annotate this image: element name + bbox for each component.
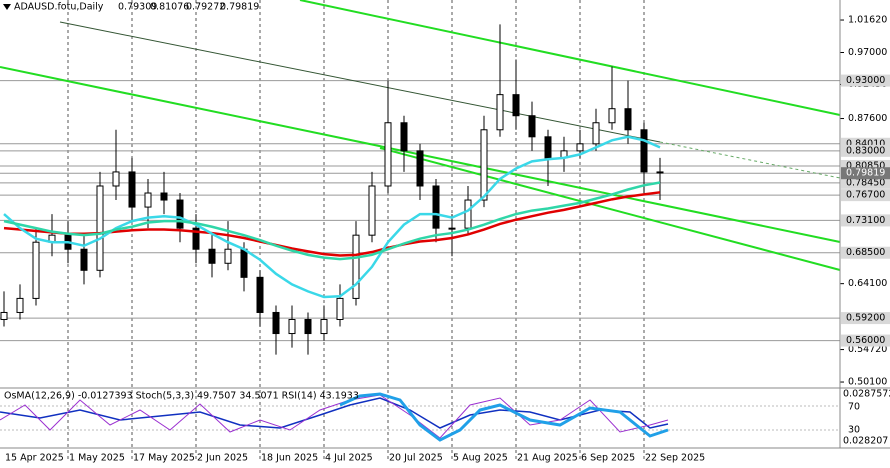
candle-body	[496, 94, 504, 131]
level-label-box	[841, 246, 890, 259]
y-tick-label: 1.01620	[848, 15, 887, 26]
level-label-box	[841, 74, 890, 87]
candle-body	[288, 318, 296, 335]
candle-body	[368, 185, 376, 236]
level-label-box	[841, 167, 890, 180]
osc-histogram	[339, 392, 669, 442]
candle-body	[192, 227, 200, 250]
candle-body	[96, 185, 104, 271]
osc-axis-label: 70	[848, 402, 860, 413]
candle-body	[240, 248, 248, 278]
candle-body	[640, 129, 648, 173]
candle-body	[304, 318, 312, 335]
candle-body	[384, 122, 392, 187]
y-tick-label: 0.64100	[848, 278, 887, 289]
candle-body	[0, 311, 8, 320]
level-label: 0.84010	[846, 138, 885, 149]
candle-body	[224, 248, 232, 264]
high: 0.81076	[150, 2, 189, 13]
candle-body	[320, 318, 328, 335]
low: 0.79272	[186, 2, 225, 13]
y-tick-label: 0.87600	[848, 113, 887, 124]
x-tick-label: 18 Jun 2025	[261, 453, 318, 464]
level-label: 0.79819	[846, 168, 885, 179]
x-tick-label: 22 Sep 2025	[645, 453, 705, 464]
candle-body	[432, 185, 440, 229]
candle-body	[256, 276, 264, 313]
candle-body	[128, 171, 136, 208]
symbol: ADAUSD.fotu,Daily	[14, 2, 104, 13]
level-label: 0.78450	[846, 177, 885, 188]
moving-average	[3, 191, 661, 257]
candle-body	[112, 171, 120, 187]
level-label: 0.59200	[846, 313, 885, 324]
candle-body	[544, 136, 552, 159]
level-label-box	[841, 176, 890, 189]
level-label-box	[841, 334, 890, 347]
osc-axis-label: 0.0287572	[843, 389, 890, 400]
trend-line	[659, 141, 841, 179]
x-tick-label: 21 Aug 2025	[517, 453, 578, 464]
x-tick-label: 6 Sep 2025	[581, 453, 635, 464]
candle-body	[272, 311, 280, 335]
candle-body	[160, 192, 168, 201]
x-tick-label: 2 Jun 2025	[197, 453, 248, 464]
candle-body	[592, 122, 600, 145]
level-label: 0.76700	[846, 190, 885, 201]
osc-title: OsMA(12,26,9) -0.0127393 Stoch(5,3,3) 49…	[4, 391, 359, 402]
level-label-box	[841, 214, 890, 227]
level-label-box	[841, 144, 890, 157]
candle-body	[16, 297, 24, 313]
level-label-box	[841, 189, 890, 202]
level-label: 0.83000	[846, 145, 885, 156]
close: 0.79819	[220, 2, 259, 13]
candle-body	[208, 248, 216, 264]
x-axis: 15 Apr 2025 1 May 2025 17 May 2025 2 Jun 20…	[5, 453, 705, 464]
trend-line	[59, 21, 661, 143]
x-tick-label: 17 May 2025	[133, 453, 195, 464]
candle-body	[464, 199, 472, 229]
level-label: 0.68500	[846, 247, 885, 258]
candle-body	[480, 129, 488, 201]
candle-body	[512, 94, 520, 117]
x-tick-label: 4 Jul 2025	[325, 453, 373, 464]
candle-body	[80, 248, 88, 271]
candle-body	[448, 227, 456, 230]
open: 0.79309	[118, 2, 157, 13]
y-tick-label: 0.50100	[848, 377, 887, 388]
level-label: 0.73100	[846, 215, 885, 226]
x-tick-label: 15 Apr 2025	[5, 453, 64, 464]
y-tick-label: 0.97000	[848, 47, 887, 58]
level-label: 0.80850	[846, 160, 885, 171]
y-tick-label: 0.54720	[848, 344, 887, 355]
candle-body	[400, 122, 408, 152]
candle-body	[528, 115, 536, 138]
osc-line	[0, 394, 669, 439]
candle-body	[336, 297, 344, 320]
level-label-box	[841, 312, 890, 325]
candle-body	[144, 192, 152, 208]
candle-body	[608, 108, 616, 124]
level-label: 0.56000	[846, 335, 885, 346]
candle-body	[624, 108, 632, 131]
trend-line	[379, 147, 841, 271]
level-label: 0.93000	[846, 75, 885, 86]
osc-axis-label: 30	[848, 425, 860, 436]
candle-body	[32, 241, 40, 299]
osc-axis-label: 0.028207	[843, 436, 888, 447]
trend-line	[299, 0, 841, 116]
candle-body	[576, 143, 584, 152]
candle-body	[416, 150, 424, 187]
candle-body	[352, 234, 360, 299]
x-tick-label: 20 Jul 2025	[389, 453, 443, 464]
plot	[0, 24, 664, 355]
osc-line	[0, 397, 669, 429]
candle-body	[176, 199, 184, 229]
x-tick-label: 5 Aug 2025	[453, 453, 508, 464]
x-tick-label: 1 May 2025	[69, 453, 125, 464]
moving-average	[3, 181, 661, 261]
candle-body	[656, 171, 664, 174]
menu-arrow[interactable]	[3, 4, 11, 10]
